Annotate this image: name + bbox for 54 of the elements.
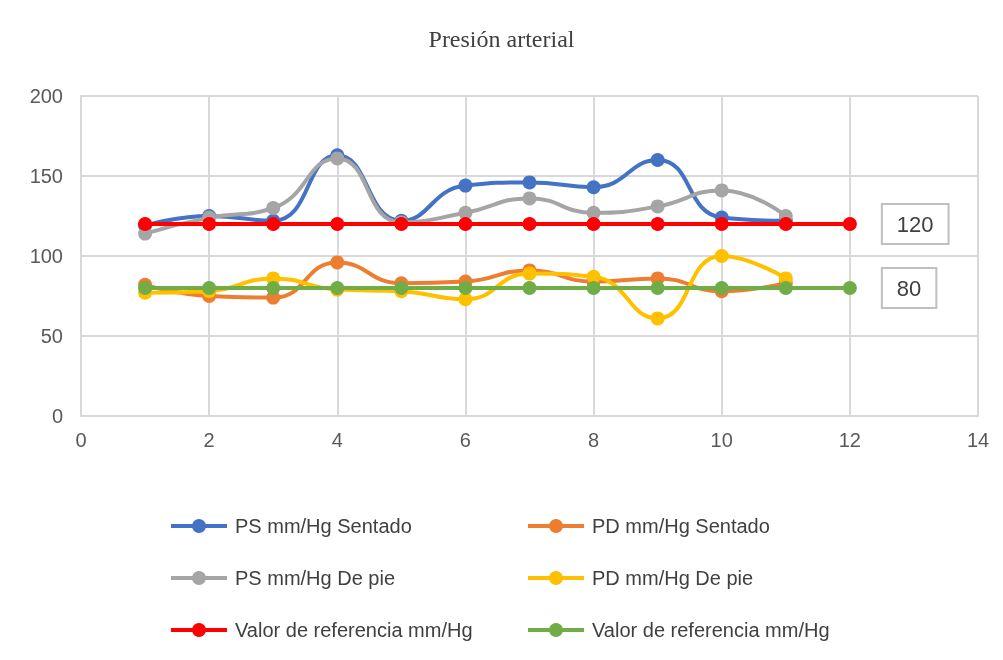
point — [586, 217, 601, 231]
point — [650, 217, 665, 231]
x-tick-label: 2 — [203, 429, 215, 451]
legend-label: PD mm/Hg De pie — [592, 567, 754, 589]
point — [458, 281, 473, 295]
legend-label: Valor de referencia mm/Hg — [235, 619, 473, 641]
point — [266, 201, 281, 215]
point — [458, 217, 473, 231]
point — [842, 217, 857, 231]
point — [714, 249, 729, 263]
x-tick-label: 10 — [710, 429, 733, 451]
chart-title: Presión arterial — [428, 26, 575, 52]
legend-label: Valor de referencia mm/Hg — [592, 619, 830, 641]
legend-label: PS mm/Hg Sentado — [235, 515, 412, 537]
x-tick-label: 6 — [459, 429, 471, 451]
point — [522, 175, 537, 190]
data-label: 80 — [896, 275, 922, 301]
point — [586, 281, 601, 295]
point — [522, 281, 537, 295]
point — [202, 281, 217, 295]
legend-label: PS mm/Hg De pie — [235, 567, 396, 589]
point — [650, 311, 665, 326]
point — [650, 153, 665, 167]
y-tick-label: 0 — [51, 405, 63, 427]
x-tick-label: 0 — [75, 429, 87, 451]
x-tick-label: 12 — [838, 429, 861, 451]
point — [778, 281, 793, 295]
point — [842, 281, 857, 295]
point — [394, 281, 409, 295]
point — [522, 217, 537, 231]
x-tick-label: 14 — [966, 429, 990, 451]
point — [202, 217, 217, 231]
y-tick-label: 150 — [29, 165, 63, 187]
data-label: 120 — [896, 211, 934, 237]
x-tick-label: 4 — [331, 429, 343, 451]
point — [266, 217, 281, 231]
point — [714, 281, 729, 295]
point — [458, 178, 473, 193]
point — [714, 183, 729, 198]
y-tick-label: 200 — [29, 85, 63, 107]
x-tick-label: 8 — [588, 429, 600, 451]
point — [650, 199, 665, 214]
legend-label: PD mm/Hg Sentado — [592, 515, 770, 537]
point — [714, 217, 729, 231]
point — [138, 281, 153, 295]
y-tick-label: 50 — [40, 325, 63, 347]
point — [330, 217, 345, 231]
point — [330, 255, 345, 270]
point — [266, 281, 281, 295]
point — [522, 191, 537, 206]
point — [650, 281, 665, 295]
y-tick-label: 100 — [29, 245, 63, 267]
point — [778, 217, 793, 231]
point — [586, 180, 601, 195]
